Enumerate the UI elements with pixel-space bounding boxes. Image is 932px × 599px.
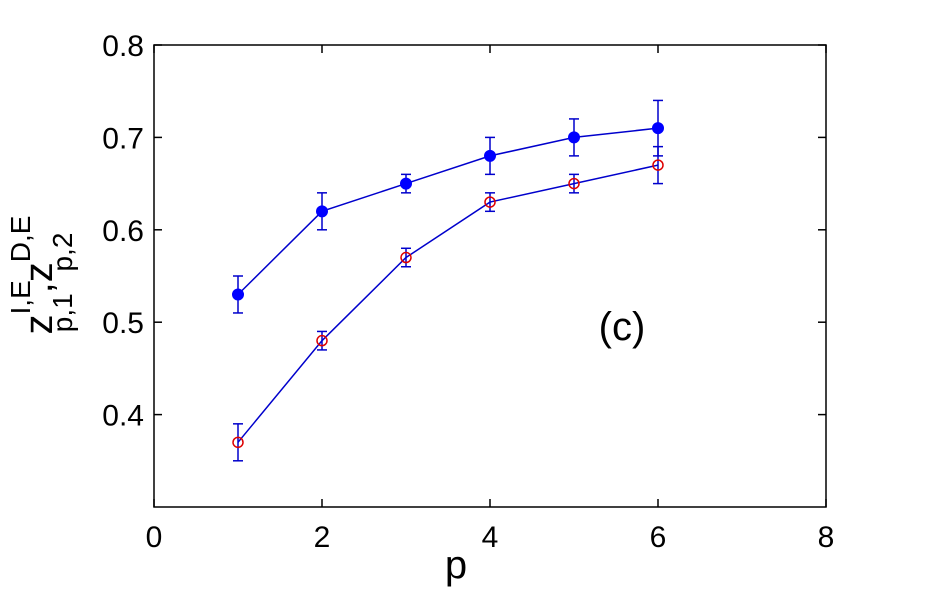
x-axis-label: p: [445, 543, 467, 587]
data-point: [400, 177, 412, 190]
data-point: [400, 251, 412, 264]
series-layer: [232, 99, 664, 462]
series-line: [237, 164, 659, 443]
y-tick-label: 0.7: [102, 122, 144, 155]
y-label-base-2: z: [17, 262, 61, 282]
data-point: [484, 196, 496, 208]
y-axis-label: zI,E p,1,zD,E p,2: [5, 216, 78, 335]
x-axis-ticks: 0 2 4 6 8: [146, 45, 835, 554]
data-point: [232, 288, 244, 301]
y-label-sub-2: p,2: [47, 233, 78, 272]
y-label-sub-1: p,1: [47, 293, 78, 332]
data-point: [484, 149, 496, 162]
series-2: [232, 145, 664, 462]
plot-area: [153, 44, 827, 508]
panel-annotation: (c): [599, 305, 646, 349]
y-label-sep: ,: [17, 282, 61, 293]
series-line: [237, 127, 659, 296]
data-point: [652, 122, 664, 135]
data-point: [568, 131, 580, 144]
data-point: [232, 436, 244, 449]
y-label-sup-2: D,E: [5, 216, 36, 263]
x-tick-label: 6: [650, 521, 667, 554]
x-tick-label: 0: [146, 521, 163, 554]
data-point: [316, 205, 328, 218]
data-point: [652, 159, 664, 171]
x-tick-label: 4: [482, 521, 499, 554]
y-tick-label: 0.8: [102, 30, 144, 63]
plot-frame: [153, 44, 827, 508]
x-tick-label: 8: [818, 521, 835, 554]
y-axis-ticks: 0.4 0.5 0.6 0.7 0.8: [102, 30, 826, 433]
series-1: [232, 99, 664, 314]
data-point: [568, 177, 580, 190]
x-tick-label: 2: [314, 521, 331, 554]
data-point: [316, 334, 328, 347]
y-tick-label: 0.4: [102, 400, 144, 433]
y-label-base-1: z: [17, 314, 61, 334]
y-tick-label: 0.6: [102, 215, 144, 248]
y-label-sup-1: I,E: [5, 280, 36, 314]
y-tick-label: 0.5: [102, 307, 144, 340]
